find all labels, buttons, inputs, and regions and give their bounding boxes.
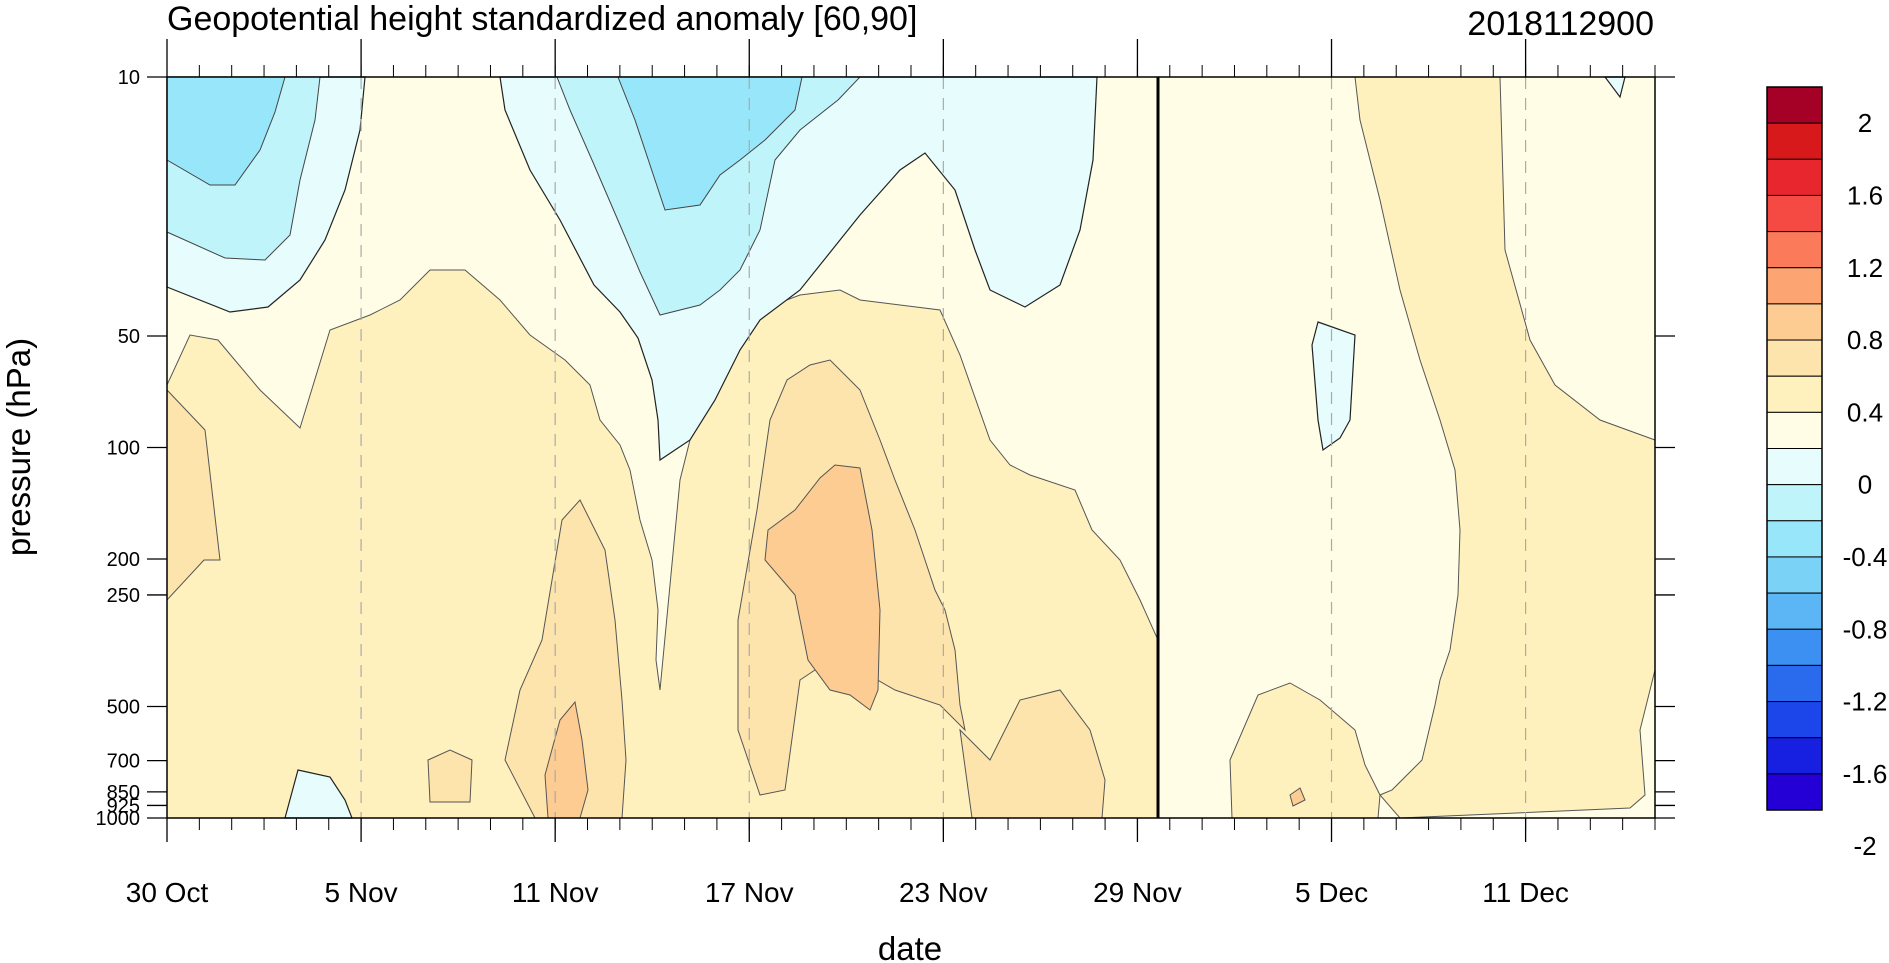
x-tick-label: 29 Nov [1093, 877, 1182, 908]
colorbar-swatch [1766, 122, 1823, 160]
colorbar-swatch [1766, 158, 1823, 196]
contour-field [166, 76, 1656, 819]
y-tick-label: 850 [107, 782, 140, 804]
colorbar-swatch [1766, 592, 1823, 630]
chart-date-label: 2018112900 [1467, 5, 1654, 43]
colorbar-frame [1766, 86, 1823, 811]
colorbar-swatch [1766, 701, 1823, 739]
x-tick-label: 30 Oct [126, 877, 209, 908]
colorbar-swatch [1766, 628, 1823, 666]
colorbar-swatch [1766, 411, 1823, 450]
x-tick-label: 23 Nov [899, 877, 988, 908]
y-tick-label: 10 [118, 67, 140, 89]
colorbar-label: 0.4 [1847, 397, 1883, 427]
contour-band-pos-8 [427, 749, 473, 803]
colorbar-label: -1.2 [1843, 687, 1888, 717]
x-tick-label: 5 Dec [1295, 877, 1368, 908]
contour-band-neg-6 [617, 76, 803, 211]
y-tick-label: 1000 [96, 808, 141, 830]
colorbar-label: 0.8 [1847, 325, 1883, 355]
y-tick-label: 100 [107, 438, 140, 460]
contour-band-pos-3 [1229, 682, 1381, 819]
colorbar-label: -0.8 [1843, 614, 1888, 644]
y-tick-label: 500 [107, 696, 140, 718]
colorbar-label: -1.6 [1843, 759, 1888, 789]
contour-band-pos-11 [1289, 787, 1306, 807]
y-tick-label: 250 [107, 585, 140, 607]
chart-title: Geopotential height standardized anomaly… [167, 0, 917, 38]
y-tick-label: 700 [107, 751, 140, 773]
contour-band-pos-10 [764, 464, 881, 711]
contour-band-neg-5 [556, 76, 862, 316]
colorbar-swatch [1766, 556, 1823, 594]
colorbar-label: 2 [1858, 108, 1872, 138]
x-tick-label: 11 Dec [1482, 877, 1569, 908]
colorbar-swatch [1766, 86, 1823, 124]
colorbar-label: 0 [1858, 470, 1872, 500]
colorbar-swatch [1766, 520, 1823, 558]
colorbar-swatch [1766, 375, 1823, 413]
contour-band-neg-3 [166, 76, 286, 186]
colorbar-swatch [1766, 773, 1823, 811]
y-tick-label: 925 [107, 795, 140, 817]
colorbar-swatch [1766, 448, 1823, 486]
colorbar-swatch [1766, 484, 1823, 522]
colorbar-swatch [1766, 303, 1823, 341]
colorbar-swatch [1766, 737, 1823, 775]
colorbar: 2 1.6 1.2 0.8 0.4 0 -0.4 -0.8 -1.2 -1.6 -2 [1766, 86, 1888, 861]
colorbar-label: -0.4 [1843, 542, 1888, 572]
contour-band-pos-5 [504, 499, 627, 819]
colorbar-swatch [1766, 267, 1823, 305]
colorbar-label: 1.2 [1847, 253, 1883, 283]
y-tick-label: 200 [107, 549, 140, 571]
negative-contours [166, 76, 1626, 819]
x-tick-label: 5 Nov [325, 877, 398, 908]
y-tick-label: 50 [118, 326, 140, 348]
contour-band-pos-2 [1354, 76, 1656, 819]
y-axis-label: pressure (hPa) [0, 338, 37, 556]
x-axis: 30 Oct 5 Nov 11 Nov 17 Nov 23 Nov 29 Nov 5 Dec… [126, 39, 1656, 908]
x-tick-label: 11 Nov [512, 877, 599, 908]
colorbar-swatch [1766, 231, 1823, 269]
colorbar-label: -2 [1853, 831, 1876, 861]
colorbar-label: 1.6 [1847, 180, 1883, 210]
colorbar-swatch [1766, 664, 1823, 703]
colorbar-swatch [1766, 339, 1823, 377]
x-gridlines [360, 77, 1527, 818]
colorbar-swatch [1766, 194, 1823, 233]
x-tick-label: 17 Nov [705, 877, 794, 908]
x-axis-label: date [878, 930, 942, 963]
